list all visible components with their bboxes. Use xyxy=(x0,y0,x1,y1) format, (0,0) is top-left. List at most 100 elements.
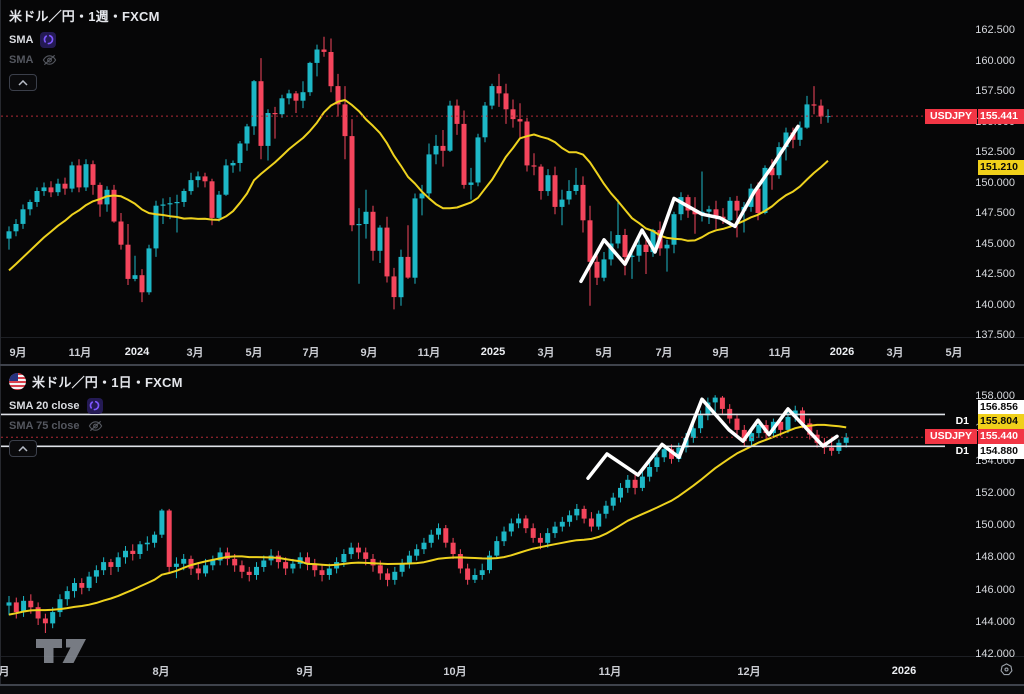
price-badge: 151.210 xyxy=(978,160,1024,176)
candle-body xyxy=(50,612,56,624)
candle-body xyxy=(392,571,398,580)
window-bottom-separator xyxy=(0,684,1024,686)
candle-body xyxy=(223,165,229,195)
candle-body xyxy=(517,119,523,122)
candle-body xyxy=(698,415,704,429)
candle-body xyxy=(261,560,267,567)
candle-body xyxy=(629,255,635,257)
trend-zigzag-drawing[interactable] xyxy=(586,397,839,480)
time-tick-label: 2026 xyxy=(829,345,855,358)
candle-body xyxy=(244,126,250,144)
time-tick-label: 11月 xyxy=(598,666,622,678)
daily-chart-pane[interactable]: 158.000156.000154.000152.000150.000148.0… xyxy=(0,366,1024,685)
candle-body xyxy=(181,558,187,564)
candle-body xyxy=(356,224,362,226)
candle-body xyxy=(625,479,631,488)
candle-body xyxy=(305,557,310,564)
daily-plot-area[interactable] xyxy=(1,366,945,656)
candle-body xyxy=(101,562,107,571)
candle-body xyxy=(440,145,446,151)
candle-body xyxy=(414,549,420,556)
time-tick-label: 2024 xyxy=(124,345,150,358)
candle-body xyxy=(428,534,434,543)
tradingview-logo[interactable] xyxy=(35,638,93,669)
candle-body xyxy=(705,402,711,416)
candle-body xyxy=(216,194,222,218)
candle-body xyxy=(712,397,718,403)
price-tick-label: 144.000 xyxy=(975,615,1015,628)
time-tick-label: 9月 xyxy=(712,346,730,359)
candle-body xyxy=(79,583,85,588)
price-badge: 156.856 xyxy=(978,399,1024,415)
pane-separator[interactable] xyxy=(0,364,1024,366)
candle-body xyxy=(97,184,103,205)
candle-body xyxy=(419,193,425,199)
candle-body xyxy=(41,187,47,192)
candle-body xyxy=(62,183,68,189)
price-badge-usdjpy: USDJPY 155.441 xyxy=(924,108,1024,124)
eye-off-icon[interactable] xyxy=(87,419,105,433)
weekly-chart-pane[interactable]: 162.500160.000157.500155.000152.500150.0… xyxy=(0,0,1024,365)
time-tick-label: 11月 xyxy=(68,346,92,359)
daily-indicator-sma20[interactable]: SMA 20 close xyxy=(9,397,183,414)
candle-body xyxy=(118,221,124,245)
daily-time-axis[interactable]: 7月 8月 9月 10月 11月 12月 2026 xyxy=(0,656,1024,685)
candle-body xyxy=(326,568,332,575)
time-tick-label: 3月 xyxy=(886,346,904,359)
candle-body xyxy=(769,167,775,176)
candle-body xyxy=(328,52,334,87)
weekly-indicator-sma-hidden[interactable]: SMA xyxy=(9,52,160,67)
collapse-pane-button[interactable] xyxy=(9,74,37,91)
candle-body xyxy=(111,189,117,222)
candle-body xyxy=(251,81,257,127)
sma-line[interactable] xyxy=(8,99,829,272)
candle-body xyxy=(776,147,782,176)
candle-body xyxy=(755,188,761,213)
candle-body xyxy=(574,508,580,516)
weekly-indicator-sma[interactable]: SMA xyxy=(9,31,160,48)
candle-body xyxy=(545,533,551,543)
candle-body xyxy=(818,105,824,117)
candle-body xyxy=(130,550,136,554)
weekly-plot-area[interactable] xyxy=(1,0,945,337)
candle-body xyxy=(457,554,463,569)
price-badge-d1: D1 155.804 xyxy=(951,413,1024,429)
candle-body xyxy=(588,518,594,527)
candle-body xyxy=(461,123,467,185)
candle-body xyxy=(690,428,696,438)
candle-body xyxy=(166,510,172,567)
candle-body xyxy=(188,558,194,569)
candle-body xyxy=(608,243,614,260)
candle-body xyxy=(246,571,252,575)
candle-body xyxy=(479,570,485,575)
candle-body xyxy=(195,176,201,181)
candle-body xyxy=(454,105,460,124)
badge-value: 156.856 xyxy=(978,399,1024,415)
candle-body xyxy=(610,497,616,506)
candle-body xyxy=(144,542,150,545)
eye-off-icon[interactable] xyxy=(40,53,58,67)
candle-body xyxy=(139,275,145,293)
time-tick-label: 2026 xyxy=(891,665,917,677)
candle-body xyxy=(685,197,691,211)
candle-body xyxy=(538,166,544,191)
candle-body xyxy=(335,86,341,105)
weekly-price-axis[interactable]: 162.500160.000157.500155.000152.500150.0… xyxy=(931,0,1024,341)
badge-value: 155.440 xyxy=(978,428,1024,444)
candle-body xyxy=(494,541,500,556)
time-tick-label: 10月 xyxy=(443,666,467,678)
trend-zigzag-drawing[interactable] xyxy=(579,124,800,284)
candle-body xyxy=(293,93,299,101)
weekly-time-axis[interactable]: 9月 11月 2024 3月 5月 7月 9月 11月 2025 3月 5月 7月 9月 11月 2026 3… xyxy=(1,337,1024,365)
timezone-settings-button[interactable] xyxy=(1000,663,1013,679)
price-tick-label: 157.500 xyxy=(975,85,1015,97)
price-badge-d1: D1 154.880 xyxy=(951,443,1024,459)
candle-body xyxy=(195,568,201,574)
candle-body xyxy=(153,205,159,249)
sma-line[interactable] xyxy=(8,423,847,616)
daily-indicator-sma75[interactable]: SMA 75 close xyxy=(9,418,183,433)
candle-body xyxy=(349,136,355,226)
badge-value: 155.441 xyxy=(978,108,1024,124)
collapse-pane-button[interactable] xyxy=(9,440,37,457)
